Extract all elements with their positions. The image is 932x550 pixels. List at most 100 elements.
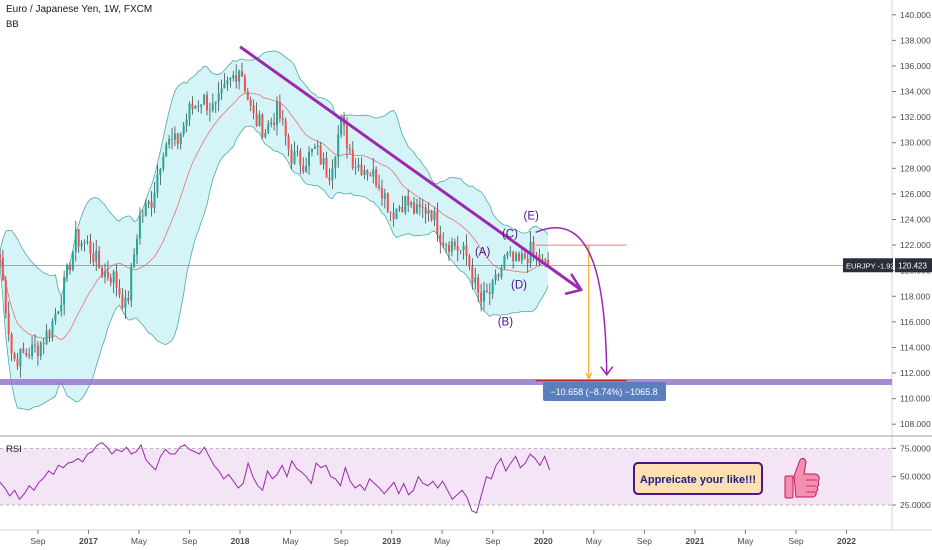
y-tick-label: 134.000 [900,87,931,97]
candle-body [284,120,287,137]
candle-body [313,146,316,149]
candle-body [80,243,83,247]
x-tick-label: May [586,536,603,546]
candle-body [101,267,103,277]
candle-body [150,201,153,208]
candle-body [453,241,456,247]
candle-body [264,132,267,138]
candle-body [427,210,430,214]
candle-body [86,241,89,243]
candle-body [526,258,529,264]
candle-body [136,238,138,255]
candle-body [360,164,363,175]
candle-body [532,241,535,254]
wave-label: (E) [523,211,539,223]
candle-body [13,353,16,360]
x-tick-label: 2022 [837,536,856,546]
candle-body [515,253,518,261]
candle-body [54,313,57,322]
symbol-price-tag [843,258,893,273]
indicator-rsi-label[interactable]: RSI [6,444,22,455]
candle-body [436,211,439,235]
resistance-trendline [239,45,583,292]
x-tick-label: Sep [334,536,349,546]
candle-body [348,148,351,151]
candle-body [188,103,191,120]
chart-title[interactable]: Euro / Japanese Yen, 1W, FXCM [6,4,153,15]
candle-body [10,334,13,354]
candle-body [191,103,194,109]
rsi-tick-label: 25.0000 [900,500,931,510]
candle-body [331,167,334,181]
y-tick-label: 108.000 [900,419,931,429]
candle-body [535,253,538,255]
candle-body [369,174,372,177]
candle-body [1,258,4,281]
candle-body [162,156,165,169]
candle-body [290,149,293,164]
candle-body [442,242,445,246]
candle-body [182,125,185,135]
candle-body [168,139,171,145]
indicator-bb-label[interactable]: BB [6,19,19,30]
candle-body [130,266,133,301]
y-tick-label: 112.000 [900,368,930,378]
candle-body [351,150,354,169]
candle-body [480,292,483,302]
candle-body [171,139,173,140]
candle-body [366,170,369,175]
candle-body [485,290,488,293]
candle-body [293,151,296,164]
candle-body [206,94,208,111]
x-tick-label: May [131,536,148,546]
candle-body [378,185,380,188]
candle-body [340,116,343,135]
candle-body [243,76,246,92]
candle-body [497,274,500,277]
candle-body [322,158,325,165]
candle-body [211,103,214,111]
candle-body [19,348,22,367]
candle-body [401,207,404,213]
y-tick-label: 132.000 [900,112,931,122]
candle-body [60,305,63,312]
candle-body [223,83,226,89]
candle-body [238,71,241,82]
candle-body [229,77,232,81]
y-tick-label: 122.000 [900,240,931,250]
wave-label: (C) [502,228,518,240]
candle-body [483,290,485,302]
y-tick-label: 124.000 [900,215,931,225]
candle-body [106,271,109,278]
candle-body [89,241,92,254]
candle-body [249,99,252,106]
candle-body [363,170,366,175]
x-tick-label: 2020 [534,536,553,546]
candle-body [345,125,348,149]
candle-body [500,267,503,277]
candle-body [276,102,278,126]
candle-body [456,246,459,251]
candle-body [147,201,150,204]
candle-body [176,133,179,144]
candle-body [386,193,389,212]
x-tick-label: 2017 [79,536,98,546]
x-tick-label: 2019 [382,536,401,546]
candle-body [398,207,401,209]
candle-body [144,203,147,216]
candle-body [287,136,290,150]
candle-body [334,157,337,168]
candle-body [217,93,220,102]
y-tick-label: 136.000 [900,61,931,71]
candle-body [115,271,118,288]
candle-body [71,251,74,270]
candle-body [509,251,512,253]
candle-body [83,242,86,244]
candle-body [430,210,433,221]
candle-body [357,164,360,168]
candle-body [418,204,421,208]
candle-body [252,105,255,114]
y-tick-label: 116.000 [900,317,930,327]
candle-body [51,321,54,337]
